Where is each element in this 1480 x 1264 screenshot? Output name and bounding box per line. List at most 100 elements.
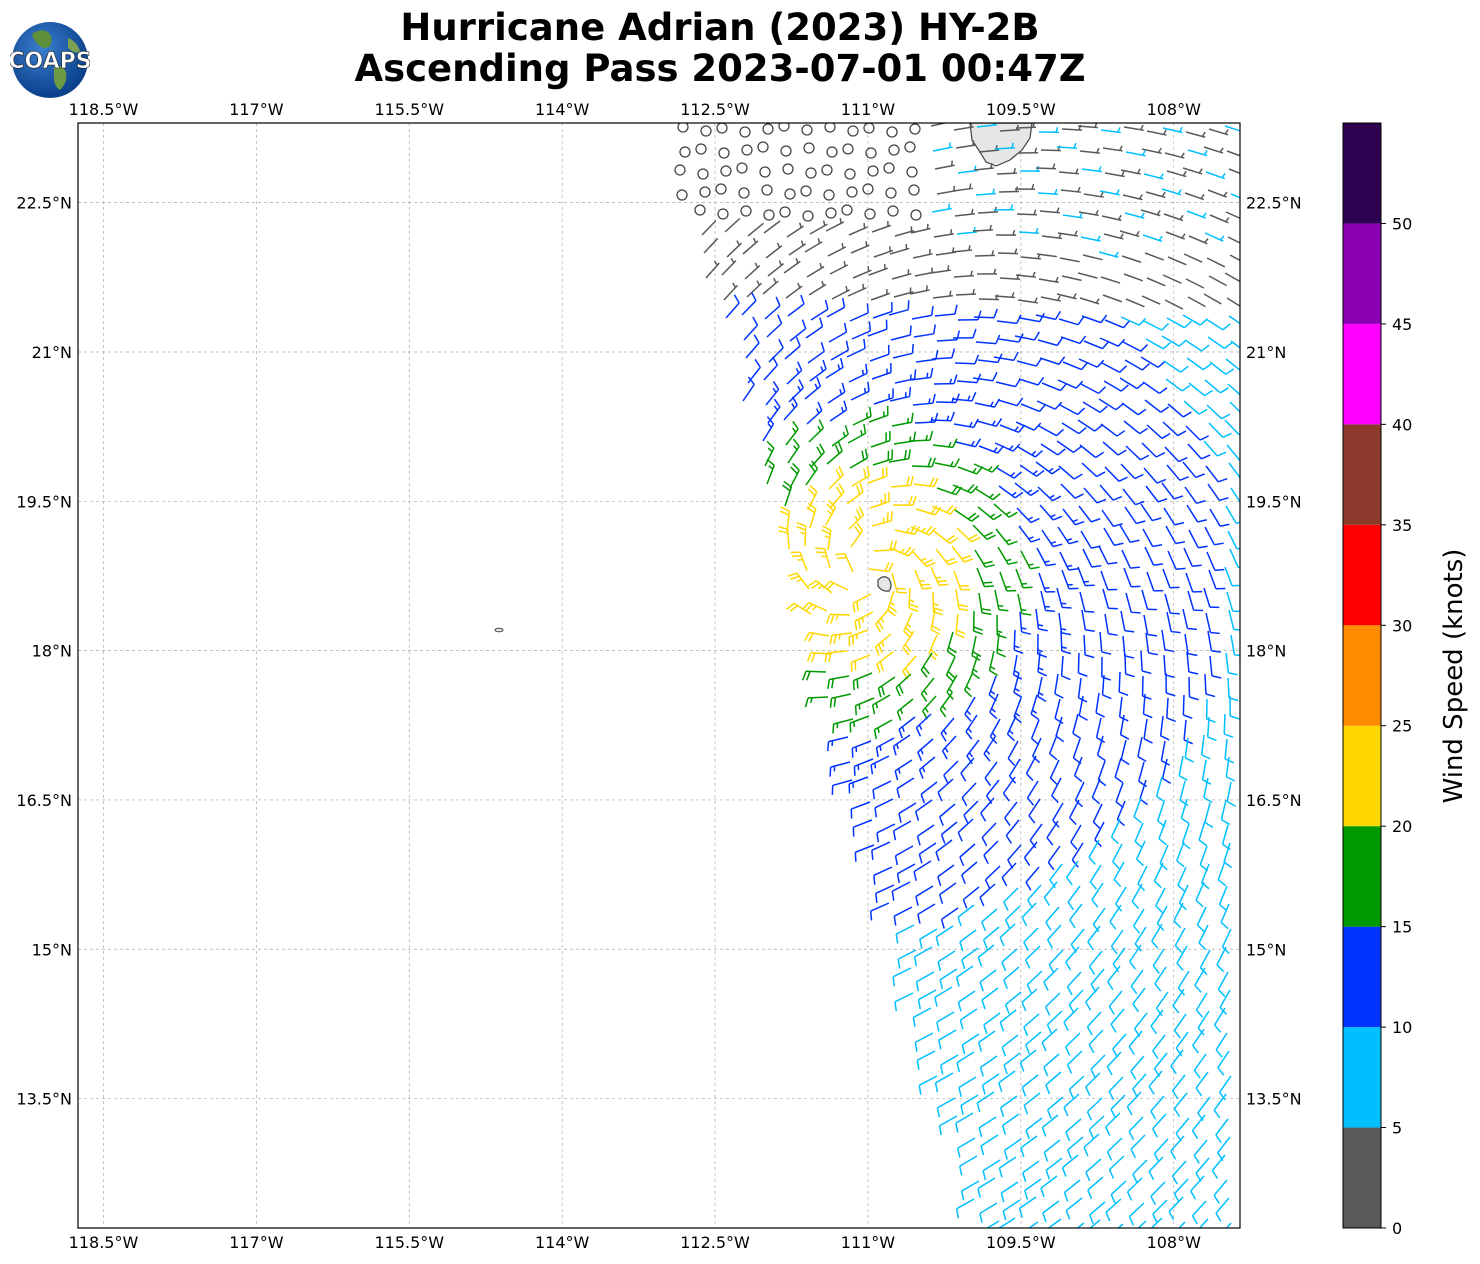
wind-barb	[1143, 614, 1158, 637]
wind-barb	[810, 299, 829, 321]
lon-tick-label-top: 112.5°W	[680, 100, 750, 119]
calm-circle	[886, 126, 898, 138]
wind-barb	[876, 651, 894, 674]
wind-barb	[1099, 189, 1120, 196]
lon-tick-label-bottom: 111°W	[841, 1233, 896, 1252]
wind-barb	[1128, 1116, 1144, 1141]
wind-barb	[1184, 339, 1210, 352]
coaps-logo: COAPS	[10, 22, 90, 98]
wind-barb	[1124, 506, 1146, 525]
wind-barb	[1198, 820, 1208, 847]
wind-barb	[1047, 1218, 1062, 1228]
wind-barb	[1023, 841, 1038, 866]
wind-barb	[809, 220, 828, 235]
wind-barb	[1026, 780, 1039, 806]
wind-barb	[910, 367, 934, 381]
wind-barb	[996, 632, 1006, 658]
wind-barb	[1000, 1181, 1019, 1203]
wind-barb	[1143, 718, 1153, 744]
wind-barb	[1141, 675, 1152, 700]
wind-barb	[1030, 719, 1040, 746]
wind-barb	[1025, 1031, 1042, 1054]
wind-barb	[953, 418, 979, 429]
wind-barb	[1134, 822, 1144, 849]
colorbar-label: Wind Speed (knots)	[1439, 549, 1469, 804]
calm-circle	[679, 146, 691, 158]
wind-barb	[917, 903, 936, 924]
wind-barb	[1109, 904, 1122, 930]
wind-barb	[957, 310, 982, 321]
wind-barb	[868, 263, 889, 276]
wind-barb	[782, 480, 793, 507]
wind-barb	[937, 778, 954, 802]
wind-barb	[1006, 715, 1017, 742]
wind-barb	[935, 548, 958, 566]
calm-circle	[888, 144, 900, 156]
wind-barb	[868, 405, 889, 423]
wind-barb	[852, 266, 872, 279]
wind-barb	[997, 1217, 1016, 1228]
wind-barb	[1040, 443, 1066, 456]
wind-barb	[1203, 587, 1220, 609]
wind-barb	[893, 431, 917, 445]
wind-barb	[829, 400, 848, 422]
wind-barb	[1230, 340, 1240, 349]
wind-barb	[1195, 1071, 1209, 1097]
wind-barb	[1043, 881, 1058, 906]
wind-barb	[954, 208, 975, 217]
wind-barb	[1114, 886, 1127, 912]
wind-barb	[1044, 992, 1061, 1016]
wind-barb	[1025, 755, 1037, 782]
wind-barb	[965, 714, 978, 740]
wind-barb	[1040, 1175, 1058, 1198]
wind-barb	[742, 237, 759, 255]
wind-barb	[954, 354, 980, 365]
wind-barb	[1183, 400, 1208, 415]
wind-barb	[993, 204, 1015, 211]
wind-barb	[894, 226, 915, 237]
wind-barb	[975, 334, 1001, 345]
wind-barb	[1007, 740, 1019, 766]
wind-barb	[1119, 230, 1140, 238]
wind-barb	[829, 761, 851, 777]
wind-barb	[1199, 845, 1209, 872]
wind-barb	[1185, 425, 1209, 441]
wind-barb	[1088, 839, 1100, 865]
wind-barb	[1024, 945, 1041, 969]
wind-barb	[1225, 358, 1240, 372]
wind-barb	[957, 818, 974, 842]
wind-barb	[1225, 505, 1240, 524]
wind-barb	[888, 300, 910, 316]
wind-barb	[896, 863, 916, 884]
lat-tick-label-right: 19.5°N	[1246, 492, 1302, 511]
wind-barb	[1194, 967, 1206, 993]
wind-barb	[1036, 400, 1063, 410]
wind-barb	[1058, 168, 1079, 175]
wind-barb	[1119, 714, 1130, 740]
wind-barb	[1203, 440, 1227, 457]
wind-barb	[891, 412, 914, 427]
wind-barb	[1129, 944, 1142, 970]
wind-barb	[973, 308, 999, 319]
wind-barb	[915, 505, 942, 516]
wind-barb	[1203, 293, 1222, 305]
wind-barb	[1213, 1093, 1227, 1119]
wind-barb	[1122, 488, 1145, 506]
wind-barb	[1003, 1138, 1022, 1160]
wind-barb	[1058, 465, 1083, 480]
wind-barb	[930, 265, 951, 274]
wind-barb	[1054, 698, 1064, 725]
wind-barb	[961, 782, 977, 807]
wind-barb	[1073, 756, 1083, 783]
title-line-1: Hurricane Adrian (2023) HY-2B	[400, 6, 1040, 49]
wind-barb	[766, 314, 783, 338]
wind-barb	[917, 738, 934, 762]
wind-barb	[1060, 186, 1081, 193]
wind-barb	[936, 330, 961, 342]
wind-barb	[1043, 1053, 1060, 1077]
wind-barb	[854, 611, 874, 631]
calm-circle	[674, 164, 686, 176]
wind-barb	[1207, 189, 1228, 198]
wind-barb	[848, 776, 869, 794]
wind-barb	[1114, 757, 1124, 784]
